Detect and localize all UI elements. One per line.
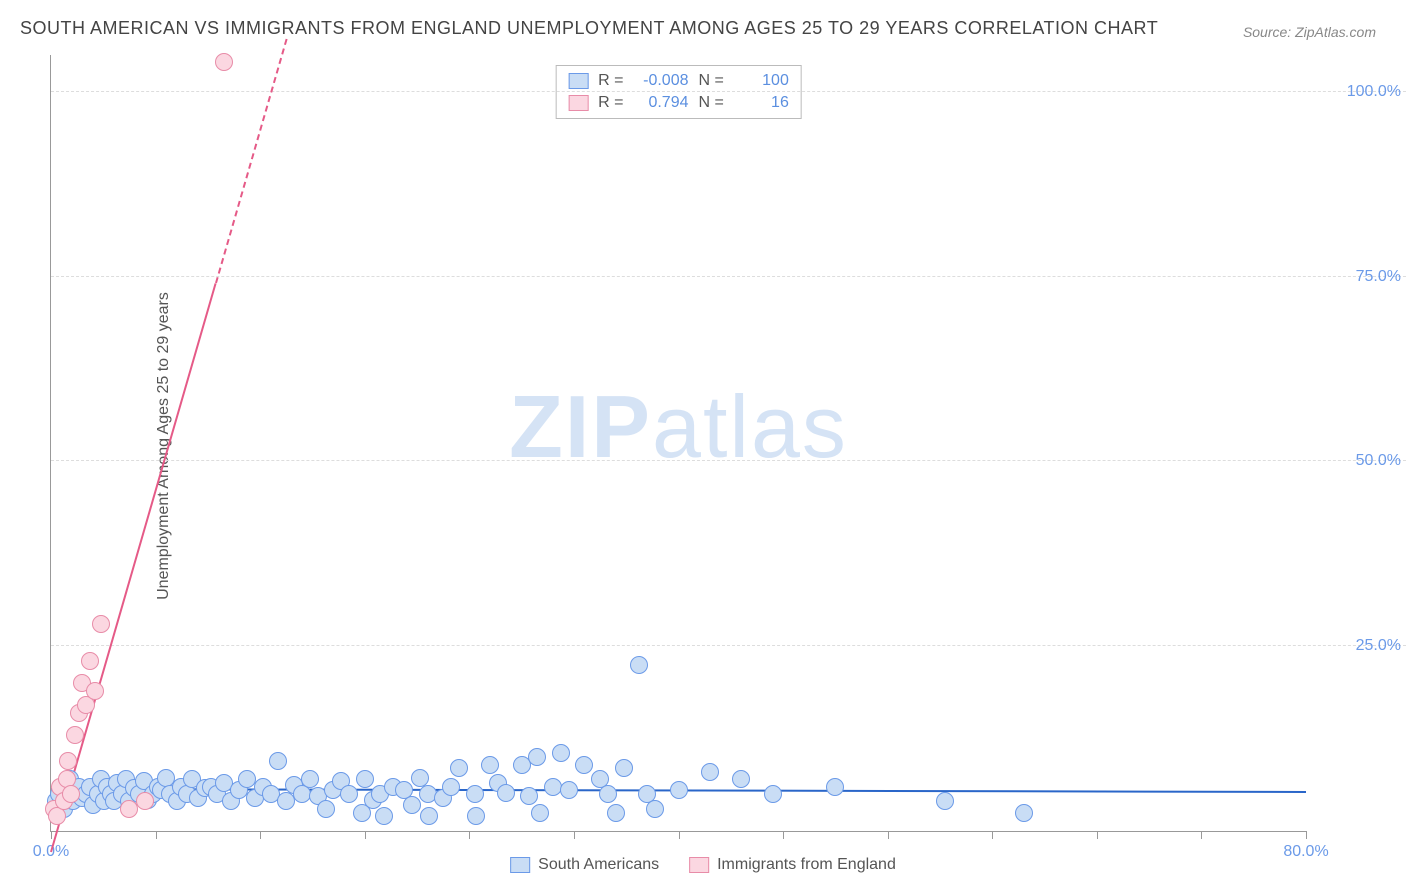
data-point bbox=[520, 787, 538, 805]
watermark-text: ZIPatlas bbox=[509, 376, 848, 478]
x-tick bbox=[992, 831, 993, 839]
trend-line-extrapolated bbox=[215, 39, 288, 283]
watermark-bold: ZIP bbox=[509, 377, 652, 476]
data-point bbox=[59, 752, 77, 770]
x-tick bbox=[1201, 831, 1202, 839]
y-tick-label: 75.0% bbox=[1356, 268, 1401, 286]
data-point bbox=[375, 807, 393, 825]
swatch-series2 bbox=[568, 95, 588, 111]
x-tick bbox=[51, 831, 52, 839]
legend-item-series1: South Americans bbox=[510, 856, 659, 874]
grid-line bbox=[51, 276, 1406, 277]
n-value-series2: 16 bbox=[734, 94, 789, 112]
trend-line bbox=[50, 283, 217, 853]
legend-item-series2: Immigrants from England bbox=[689, 856, 896, 874]
stats-row-series1: R = -0.008 N = 100 bbox=[556, 70, 801, 92]
data-point bbox=[269, 752, 287, 770]
x-tick-label: 80.0% bbox=[1283, 843, 1328, 861]
data-point bbox=[66, 726, 84, 744]
data-point bbox=[62, 785, 80, 803]
scatter-chart: ZIPatlas R = -0.008 N = 100 R = 0.794 N … bbox=[50, 55, 1306, 832]
data-point bbox=[764, 785, 782, 803]
watermark-light: atlas bbox=[652, 377, 848, 476]
r-value-series1: -0.008 bbox=[634, 72, 689, 90]
n-value-series1: 100 bbox=[734, 72, 789, 90]
data-point bbox=[340, 785, 358, 803]
stats-row-series2: R = 0.794 N = 16 bbox=[556, 92, 801, 114]
data-point bbox=[552, 744, 570, 762]
n-label: N = bbox=[699, 72, 724, 90]
x-tick bbox=[1306, 831, 1307, 839]
bottom-legend: South Americans Immigrants from England bbox=[510, 856, 896, 874]
x-tick bbox=[888, 831, 889, 839]
data-point bbox=[466, 785, 484, 803]
data-point bbox=[442, 778, 460, 796]
data-point bbox=[607, 804, 625, 822]
data-point bbox=[450, 759, 468, 777]
legend-label-series1: South Americans bbox=[538, 856, 659, 874]
data-point bbox=[826, 778, 844, 796]
x-tick bbox=[783, 831, 784, 839]
source-attribution: Source: ZipAtlas.com bbox=[1243, 24, 1376, 40]
data-point bbox=[646, 800, 664, 818]
data-point bbox=[575, 756, 593, 774]
r-value-series2: 0.794 bbox=[634, 94, 689, 112]
y-tick-label: 100.0% bbox=[1347, 83, 1401, 101]
data-point bbox=[92, 615, 110, 633]
data-point bbox=[670, 781, 688, 799]
swatch-series1 bbox=[568, 73, 588, 89]
data-point bbox=[497, 784, 515, 802]
data-point bbox=[599, 785, 617, 803]
chart-title: SOUTH AMERICAN VS IMMIGRANTS FROM ENGLAN… bbox=[20, 18, 1158, 39]
n-label: N = bbox=[699, 94, 724, 112]
data-point bbox=[81, 652, 99, 670]
data-point bbox=[630, 656, 648, 674]
legend-label-series2: Immigrants from England bbox=[717, 856, 896, 874]
data-point bbox=[528, 748, 546, 766]
grid-line bbox=[51, 645, 1406, 646]
data-point bbox=[1015, 804, 1033, 822]
data-point bbox=[317, 800, 335, 818]
data-point bbox=[467, 807, 485, 825]
data-point bbox=[356, 770, 374, 788]
data-point bbox=[403, 796, 421, 814]
data-point bbox=[86, 682, 104, 700]
x-tick bbox=[574, 831, 575, 839]
y-tick-label: 50.0% bbox=[1356, 452, 1401, 470]
data-point bbox=[701, 763, 719, 781]
data-point bbox=[615, 759, 633, 777]
legend-swatch-series2 bbox=[689, 857, 709, 873]
x-tick bbox=[260, 831, 261, 839]
x-tick bbox=[469, 831, 470, 839]
correlation-stats-box: R = -0.008 N = 100 R = 0.794 N = 16 bbox=[555, 65, 802, 119]
x-tick bbox=[1097, 831, 1098, 839]
data-point bbox=[732, 770, 750, 788]
data-point bbox=[560, 781, 578, 799]
data-point bbox=[215, 53, 233, 71]
x-tick bbox=[365, 831, 366, 839]
legend-swatch-series1 bbox=[510, 857, 530, 873]
data-point bbox=[936, 792, 954, 810]
r-label: R = bbox=[598, 94, 623, 112]
y-tick-label: 25.0% bbox=[1356, 637, 1401, 655]
grid-line bbox=[51, 460, 1406, 461]
data-point bbox=[136, 792, 154, 810]
data-point bbox=[420, 807, 438, 825]
data-point bbox=[481, 756, 499, 774]
data-point bbox=[531, 804, 549, 822]
grid-line bbox=[51, 91, 1406, 92]
r-label: R = bbox=[598, 72, 623, 90]
x-tick bbox=[156, 831, 157, 839]
x-tick bbox=[679, 831, 680, 839]
